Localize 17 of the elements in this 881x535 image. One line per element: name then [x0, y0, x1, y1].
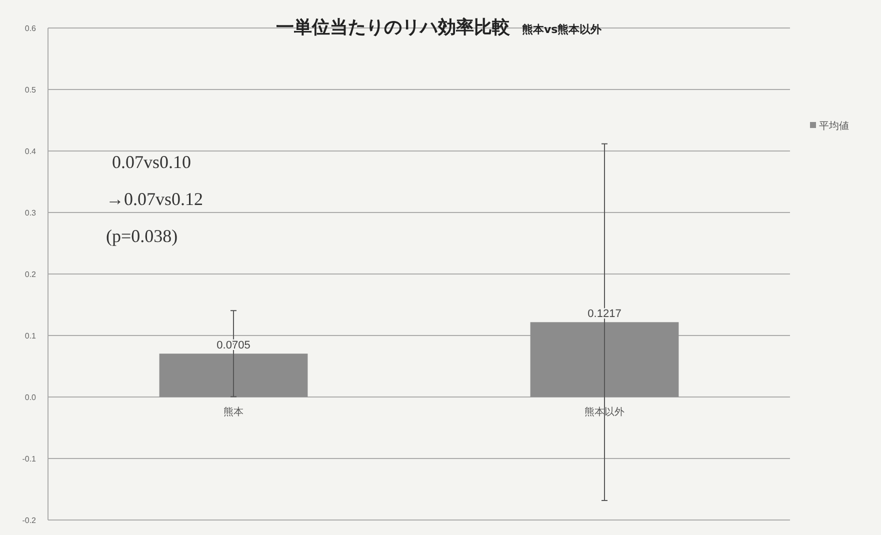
annotation: (p=0.038)	[106, 226, 178, 246]
x-tick-label: 熊本以外	[584, 406, 624, 418]
y-tick-label: -0.2	[22, 516, 37, 525]
annotation: 0.07vs0.10	[112, 152, 192, 172]
chart-subtitle: 熊本vs熊本以外	[522, 23, 603, 36]
y-tick-label: 0.1	[24, 332, 37, 340]
annotation: →0.07vs0.12	[106, 189, 204, 209]
y-tick-label: 0.4	[24, 147, 37, 156]
y-tick-label: 0.6	[24, 24, 37, 33]
y-tick-label: 0.3	[24, 208, 37, 218]
y-tick-label: 0.2	[24, 270, 37, 279]
x-tick-label: 熊本	[224, 406, 244, 418]
y-tick-label: -0.1	[22, 454, 37, 464]
legend-label: 平均値	[819, 120, 849, 132]
y-tick-label: 0.0	[24, 393, 37, 402]
chart-title: 一単位当たりのリハ効率比較	[276, 17, 511, 38]
y-tick-label: 0.5	[24, 86, 37, 94]
